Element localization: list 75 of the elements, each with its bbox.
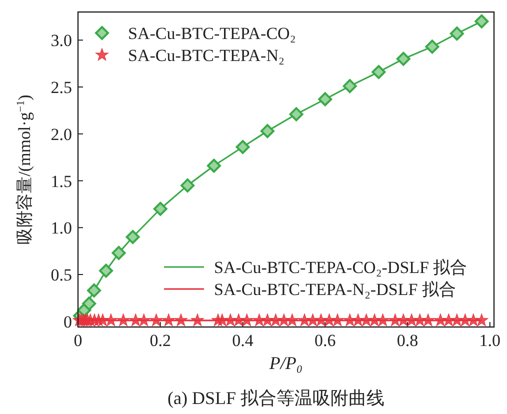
point — [224, 314, 237, 326]
point — [236, 140, 250, 154]
point — [260, 124, 274, 138]
x-tick-label: 0.2 — [150, 331, 171, 350]
point — [343, 314, 356, 326]
point — [368, 314, 382, 326]
point — [174, 314, 188, 326]
point — [474, 14, 489, 28]
point — [180, 178, 195, 192]
point — [162, 314, 176, 326]
point — [286, 314, 299, 326]
y-tick-label: 2.5 — [50, 78, 72, 97]
x-tick-label: 0.4 — [232, 331, 254, 350]
x-axis-title: P/P₀ — [268, 353, 303, 373]
point — [434, 314, 447, 326]
point — [388, 314, 402, 326]
text: (a) DSLF 拟合等温吸附曲线 — [168, 388, 384, 408]
point — [322, 314, 336, 326]
y-tick-label: 3.0 — [50, 31, 72, 50]
point — [104, 314, 118, 326]
point — [277, 314, 290, 326]
x-tick-label: 0.6 — [314, 331, 336, 350]
point — [116, 314, 130, 326]
point — [269, 314, 282, 326]
point — [232, 314, 246, 326]
point — [298, 314, 312, 326]
point — [112, 246, 126, 260]
y-tick-label: 1.5 — [50, 172, 72, 191]
point — [240, 314, 254, 326]
point — [331, 314, 344, 326]
point — [99, 264, 114, 278]
point — [458, 314, 472, 326]
y-tick-label: 0 — [64, 312, 72, 332]
point — [405, 314, 418, 326]
point — [466, 314, 480, 326]
point — [352, 314, 365, 326]
point — [252, 314, 266, 326]
point — [150, 314, 163, 326]
point — [475, 314, 488, 326]
point — [206, 158, 221, 173]
point — [216, 314, 229, 326]
point — [450, 314, 464, 326]
point — [396, 52, 410, 66]
point — [153, 202, 168, 216]
point — [260, 314, 274, 326]
x-tick-label: 0.8 — [396, 331, 418, 350]
point — [425, 40, 440, 54]
point — [289, 107, 304, 122]
point — [314, 314, 328, 326]
point — [342, 79, 357, 94]
legend-label: SA-Cu-BTC-TEPA-N₂-DSLF 拟合 — [214, 280, 456, 299]
legend-label: SA-Cu-BTC-TEPA-CO₂ — [128, 24, 296, 43]
point — [96, 314, 110, 326]
y-tick-label: 0.5 — [50, 266, 72, 284]
point — [396, 314, 410, 326]
point — [82, 296, 96, 311]
x-tick-label: 1.0 — [479, 331, 501, 350]
point — [422, 314, 435, 326]
point — [450, 26, 464, 41]
y-tick-label: 1.0 — [50, 218, 72, 238]
point — [372, 65, 386, 79]
point — [360, 314, 373, 326]
legend-label: SA-Cu-BTC-TEPA-CO₂-DSLF 拟合 — [214, 258, 468, 277]
legend-label: SA-Cu-BTC-TEPA-N₂ — [128, 46, 284, 65]
point — [190, 314, 204, 326]
y-tick-label: 2.0 — [50, 124, 72, 144]
point — [126, 230, 140, 244]
point — [376, 314, 390, 326]
point — [318, 92, 332, 106]
point — [87, 283, 102, 298]
point — [413, 314, 426, 326]
point — [137, 314, 150, 326]
point — [306, 314, 320, 326]
point — [129, 314, 142, 326]
point — [442, 314, 456, 326]
